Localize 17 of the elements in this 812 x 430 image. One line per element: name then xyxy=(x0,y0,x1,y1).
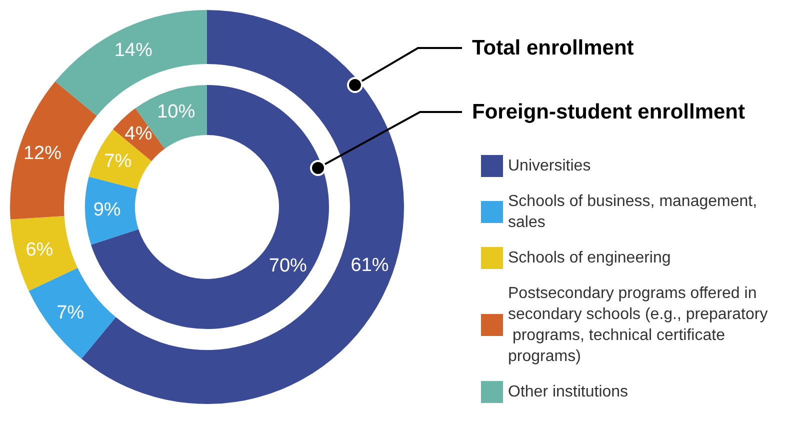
legend-label: Schools of engineering xyxy=(508,250,671,266)
data-label: 14% xyxy=(114,40,152,61)
slice-label: Foreign-student enrollment xyxy=(472,100,746,124)
legend-label: Postsecondary programs offered in secondary schools (e.g., preparatory programs, technical certificate programs) xyxy=(508,285,768,365)
data-label: 61% xyxy=(350,255,389,276)
data-label: 7% xyxy=(104,151,132,172)
data-label: 10% xyxy=(157,101,196,122)
legend-label: Schools of business, management, sales xyxy=(508,193,762,231)
data-label: 12% xyxy=(23,143,62,164)
data-label: 9% xyxy=(93,200,121,221)
legend-label: Universities xyxy=(508,158,591,174)
slice-label: Total enrollment xyxy=(472,36,634,60)
data-label: 70% xyxy=(268,255,308,276)
legend-label: Other institutions xyxy=(508,384,628,400)
data-label: 6% xyxy=(26,240,54,261)
data-label: 4% xyxy=(124,124,152,145)
data-label: 7% xyxy=(56,302,84,324)
